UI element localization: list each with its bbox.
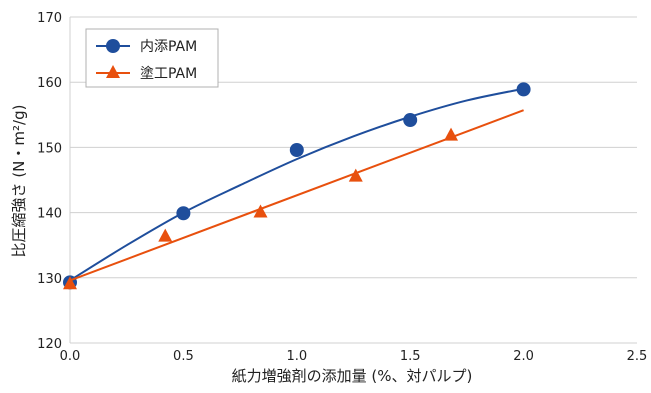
axis-layer: 120 130 140 150 160 170 0.0 0.5 1.0 1.5 2.0 2.5 <box>37 11 647 364</box>
series-1 <box>63 82 531 290</box>
x-tick-label: 2.0 <box>513 349 534 364</box>
x-axis-title: 紙力増強剤の添加量 (%、対パルプ) <box>232 367 473 385</box>
data-point <box>253 204 268 218</box>
data-point <box>63 276 77 290</box>
data-point <box>403 113 418 128</box>
data-point <box>444 127 459 141</box>
legend-circle-marker <box>106 39 120 53</box>
x-tick-label: 2.5 <box>627 349 648 364</box>
trend-line <box>69 87 524 282</box>
legend-triangle-marker <box>106 64 120 78</box>
y-tick-label: 140 <box>37 207 62 222</box>
y-tick-label: 130 <box>37 272 62 287</box>
data-point <box>176 206 191 221</box>
y-tick-label: 160 <box>37 76 62 91</box>
data-point <box>289 143 304 158</box>
data-point <box>348 168 363 182</box>
x-tick-label: 0.0 <box>60 349 81 364</box>
trend-line <box>69 109 524 282</box>
y-axis-title: 比圧縮強さ (N・m²/g) <box>10 105 28 258</box>
y-tick-label: 170 <box>37 11 62 26</box>
x-tick-label: 0.5 <box>173 349 194 364</box>
y-tick-label: 150 <box>37 141 62 156</box>
legend-label: 内添PAM <box>140 39 197 55</box>
series-2 <box>63 109 524 290</box>
legend-label: 塗工PAM <box>140 65 197 82</box>
x-tick-label: 1.0 <box>286 349 307 364</box>
data-point <box>516 82 531 97</box>
x-tick-label: 1.5 <box>400 349 421 364</box>
legend: 内添PAM 塗工PAM <box>85 28 219 88</box>
series-layer <box>63 82 531 290</box>
data-point <box>158 228 173 242</box>
y-tick-label: 120 <box>37 337 62 352</box>
